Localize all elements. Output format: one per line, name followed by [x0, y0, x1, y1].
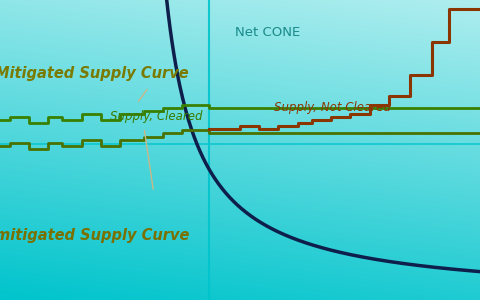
Text: mitigated Supply Curve: mitigated Supply Curve — [0, 228, 190, 243]
Text: Mitigated Supply Curve: Mitigated Supply Curve — [0, 66, 189, 81]
Text: Supply, Cleared: Supply, Cleared — [110, 110, 203, 123]
Text: Net CONE: Net CONE — [235, 26, 300, 39]
Text: Supply, Not Cleared: Supply, Not Cleared — [274, 101, 390, 114]
